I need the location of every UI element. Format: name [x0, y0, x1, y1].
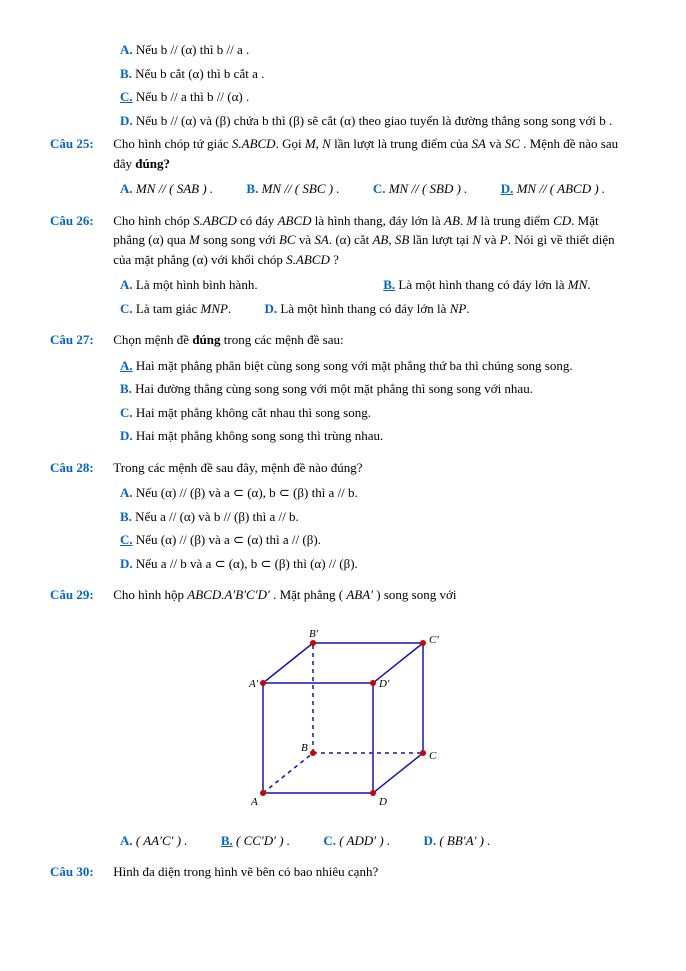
q27-answers: A. Hai mặt phẳng phân biệt cùng song son…	[120, 356, 636, 446]
q25-b: B. MN // ( SBC ) .	[246, 179, 339, 199]
q30-text: Hình đa diện trong hình vẽ bên có bao nh…	[113, 862, 633, 882]
q30-label: Câu 30:	[50, 862, 110, 882]
ans-text-b: Nếu b cắt (α) thì b cắt a .	[135, 66, 264, 81]
q29-answers: A. ( AA′C′ ) . B. ( CC′D′ ) . C. ( ADD′ …	[120, 831, 636, 851]
ans-text-a: Nếu b // (α) thì b // a .	[136, 42, 249, 57]
svg-text:A': A'	[248, 678, 259, 690]
answer-b: B. Nếu b cắt (α) thì b cắt a .	[120, 64, 636, 84]
q27-d: D. Hai mặt phẳng không song song thì trù…	[120, 426, 636, 446]
q26-label: Câu 26:	[50, 211, 110, 231]
ans-text-d: Nếu b // (α) và (β) chứa b thì (β) sẽ cắ…	[136, 113, 612, 128]
cube-diagram: A B C D A' B' C' D'	[203, 613, 483, 823]
q25-label: Câu 25:	[50, 134, 110, 154]
answer-a: A. Nếu b // (α) thì b // a .	[120, 40, 636, 60]
q28-b: B. Nếu a // (α) và b // (β) thì a // b.	[120, 507, 636, 527]
question-25: Câu 25: Cho hình chóp tứ giác S.ABCD. Gọ…	[50, 134, 636, 199]
svg-text:B': B'	[309, 628, 319, 640]
svg-text:A: A	[250, 796, 258, 808]
q27-c: C. Hai mặt phẳng không cắt nhau thì song…	[120, 403, 636, 423]
q28-d: D. Nếu a // b và a ⊂ (α), b ⊂ (β) thì (α…	[120, 554, 636, 574]
ans-label-b: B.	[120, 66, 132, 81]
q28-label: Câu 28:	[50, 458, 110, 478]
q26-d: D. Là một hình thang có đáy lớn là NP.	[264, 299, 469, 319]
svg-text:C': C'	[429, 634, 439, 646]
question-26: Câu 26: Cho hình chóp S.ABCD có đáy ABCD…	[50, 211, 636, 319]
q24-answers: A. Nếu b // (α) thì b // a . B. Nếu b cắ…	[120, 40, 636, 130]
q27-text: Chọn mệnh đề đúng trong các mệnh đề sau:	[113, 330, 633, 350]
q28-answers: A. Nếu (α) // (β) và a ⊂ (α), b ⊂ (β) th…	[120, 483, 636, 573]
question-29: Câu 29: Cho hình hộp ABCD.A′B′C′D′ . Mặt…	[50, 585, 636, 850]
q25-d: D. MN // ( ABCD ) .	[501, 179, 605, 199]
q27-a: A. Hai mặt phẳng phân biệt cùng song son…	[120, 356, 636, 376]
q25-a: A. MN // ( SAB ) .	[120, 179, 213, 199]
q28-c: C. Nếu (α) // (β) và a ⊂ (α) thì a // (β…	[120, 530, 636, 550]
q29-d: D. ( BB′A′ ) .	[423, 831, 490, 851]
q26-a: A. Là một hình bình hành.	[120, 275, 350, 295]
q26-b: B. Là một hình thang có đáy lớn là MN.	[383, 275, 590, 295]
q26-answers: A. Là một hình bình hành. B. Là một hình…	[120, 275, 636, 318]
question-27: Câu 27: Chọn mệnh đề đúng trong các mệnh…	[50, 330, 636, 446]
svg-text:B: B	[301, 742, 308, 754]
q28-a: A. Nếu (α) // (β) và a ⊂ (α), b ⊂ (β) th…	[120, 483, 636, 503]
question-28: Câu 28: Trong các mệnh đề sau đây, mệnh …	[50, 458, 636, 574]
question-30: Câu 30: Hình đa diện trong hình vẽ bên c…	[50, 862, 636, 882]
ans-text-c: Nếu b // a thì b // (α) .	[136, 89, 249, 104]
q28-text: Trong các mệnh đề sau đây, mệnh đề nào đ…	[113, 458, 633, 478]
q25-text: Cho hình chóp tứ giác S.ABCD. Gọi M, N l…	[113, 134, 633, 173]
q25-c: C. MN // ( SBD ) .	[373, 179, 468, 199]
svg-text:D': D'	[378, 678, 390, 690]
q26-c: C. Là tam giác MNP.	[120, 299, 231, 319]
q29-label: Câu 29:	[50, 585, 110, 605]
q26-text: Cho hình chóp S.ABCD có đáy ABCD là hình…	[113, 211, 633, 270]
q25-answers: A. MN // ( SAB ) . B. MN // ( SBC ) . C.…	[120, 179, 636, 199]
q27-b: B. Hai đường thẳng cùng song song với mộ…	[120, 379, 636, 399]
q27-label: Câu 27:	[50, 330, 110, 350]
ans-label-c: C.	[120, 89, 133, 104]
ans-label-a: A.	[120, 42, 133, 57]
q29-c: C. ( ADD′ ) .	[323, 831, 390, 851]
svg-text:D: D	[378, 796, 387, 808]
q29-a: A. ( AA′C′ ) .	[120, 831, 188, 851]
answer-c: C. Nếu b // a thì b // (α) .	[120, 87, 636, 107]
q29-text: Cho hình hộp ABCD.A′B′C′D′ . Mặt phẳng (…	[113, 585, 633, 605]
svg-text:C: C	[429, 750, 437, 762]
answer-d: D. Nếu b // (α) và (β) chứa b thì (β) sẽ…	[120, 111, 636, 131]
ans-label-d: D.	[120, 113, 133, 128]
q29-b: B. ( CC′D′ ) .	[221, 831, 290, 851]
